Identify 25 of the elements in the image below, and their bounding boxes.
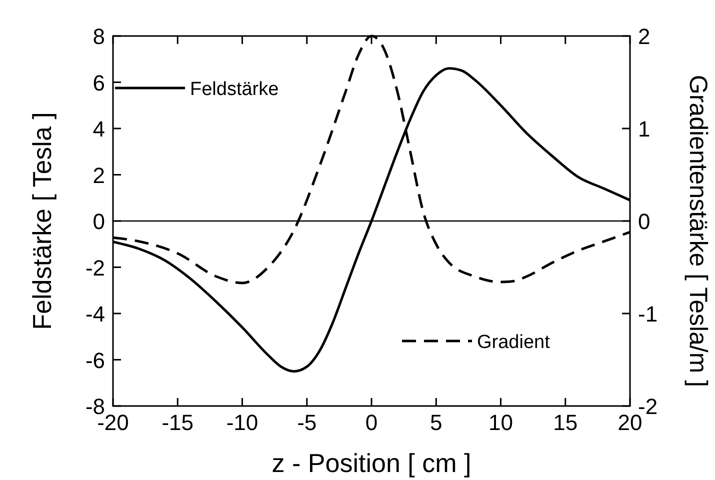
- x-tick-label: 0: [365, 410, 378, 435]
- y-tick-label: 8: [92, 24, 105, 49]
- y-tick-label: 4: [92, 116, 105, 142]
- y2-tick-label: -1: [638, 302, 658, 326]
- y-tick-label: -2: [85, 255, 105, 280]
- y2-axis-title: Gradientenstärke [ Tesla/m ]: [684, 74, 712, 388]
- x-tick-label: -5: [297, 410, 317, 435]
- x-tick-label: 15: [553, 410, 578, 435]
- x-tick-label: 5: [430, 410, 442, 435]
- x-tick-label: 10: [488, 410, 513, 435]
- y2-tick-label: 1: [638, 116, 650, 142]
- legend-label: Feldstärke: [190, 79, 279, 100]
- x-tick-label: 20: [618, 410, 642, 435]
- x-tick-label: -10: [226, 410, 258, 435]
- y-tick-label: -6: [85, 348, 105, 373]
- y-tick-label: 6: [92, 70, 105, 96]
- y2-tick-label: 2: [638, 24, 650, 49]
- y-tick-label: 0: [92, 209, 105, 234]
- y-axis-title: Feldstärke [ Tesla ]: [27, 112, 57, 330]
- x-axis-title: z - Position [ cm ]: [272, 448, 472, 478]
- x-tick-label: -15: [162, 410, 194, 435]
- y-tick-label: -4: [85, 302, 105, 326]
- y2-tick-label: 0: [638, 209, 650, 234]
- y-tick-label: 2: [92, 162, 105, 188]
- legend-label: Gradient: [477, 332, 551, 353]
